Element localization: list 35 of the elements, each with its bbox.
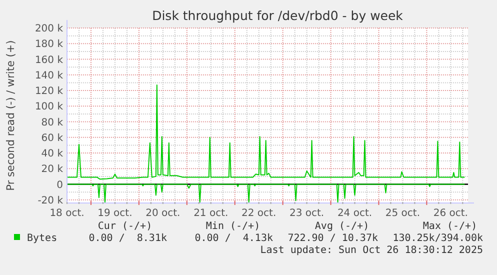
y-tick-label: 80 k: [41, 117, 64, 128]
y-tick-label: 20 k: [41, 164, 64, 176]
line-series: [66, 84, 466, 180]
x-tick-label: 18 oct.: [50, 208, 84, 219]
y-tick-label: 140 k: [34, 70, 64, 82]
y-tick-label: 180 k: [34, 39, 64, 50]
y-tick-label: 100 k: [34, 102, 64, 113]
line-series: [66, 184, 466, 203]
text: Max (-/+): [422, 221, 478, 232]
text: Cur (-/+): [98, 221, 152, 232]
x-tick-label: 20 oct.: [146, 208, 180, 219]
y-axis-title: Pr second read (-) / write (+): [5, 40, 17, 191]
y-tick-label: 0: [56, 180, 63, 191]
text: 0.00 / 4.13k: [194, 233, 273, 244]
x-tick-label: 25 oct.: [385, 208, 420, 219]
text: Avg (-/+): [314, 221, 370, 232]
x-tick-label: 22 oct.: [242, 208, 276, 219]
x-tick-label: 21 oct.: [194, 208, 228, 219]
text: Min (-/+): [206, 221, 260, 232]
x-tick-label: 19 oct.: [98, 208, 132, 219]
y-tick-label: 120 k: [34, 86, 64, 97]
text: 130.25k/394.00k: [392, 233, 483, 244]
y-tick-label: 160 k: [34, 54, 64, 66]
y-tick-label: 200 k: [34, 24, 64, 34]
y-tick-label: 60 k: [41, 132, 64, 144]
text: 722.90 / 10.37k: [288, 233, 378, 244]
y-tick-label: -20 k: [38, 195, 64, 206]
x-tick-label: 24 oct.: [337, 208, 372, 219]
x-tick-label: 23 oct.: [289, 208, 324, 219]
text: Last update: Sun Oct 26 18:30:12 2025: [260, 245, 483, 256]
chart-title: Disk throughput for /dev/rbd0 - by week: [152, 8, 404, 23]
legend-label: Bytes: [27, 233, 58, 244]
x-tick-label: 26 oct.: [433, 208, 468, 219]
y-tick-label: 40 k: [41, 148, 64, 160]
text: 0.00 / 8.31k: [88, 233, 167, 244]
